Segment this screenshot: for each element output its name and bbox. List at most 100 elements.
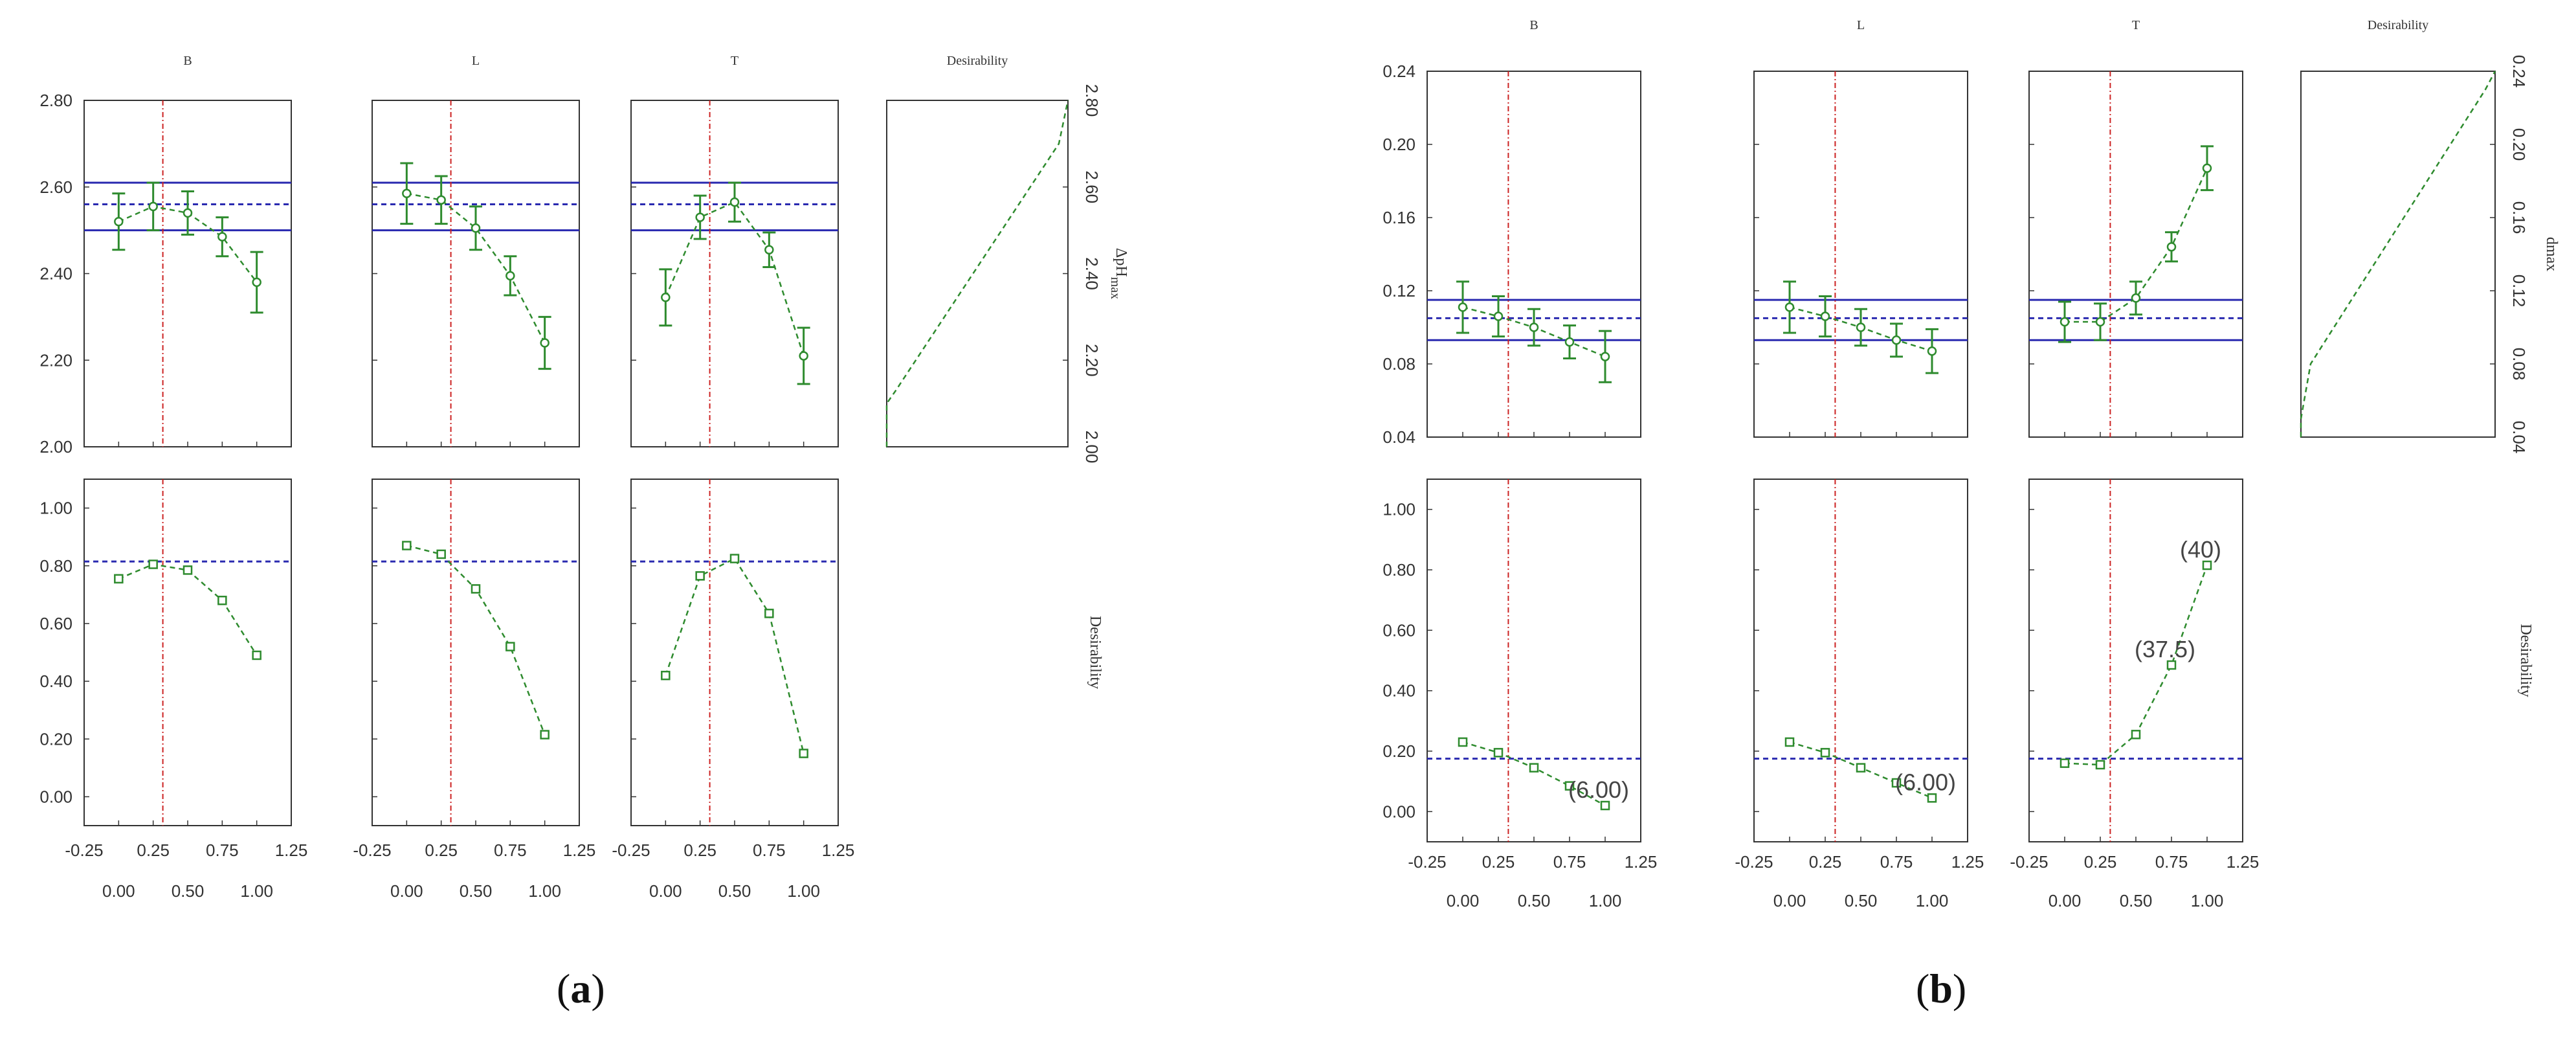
desirability-profile-curve <box>885 100 1069 447</box>
desirability-point <box>1529 763 1539 773</box>
x-tick-label: 0.25 <box>683 841 716 860</box>
desirability-point <box>505 642 515 651</box>
x-tick-label: 1.00 <box>2191 891 2224 910</box>
x-tick-label: 0.00 <box>1447 891 1480 910</box>
data-point <box>1856 322 1866 332</box>
response-curve-T <box>665 201 805 356</box>
y-tick-label: 1.00 <box>39 499 72 518</box>
x-tick-label: 0.25 <box>2084 852 2117 872</box>
desirability-point <box>2095 760 2105 770</box>
annotation-label: (40) <box>2180 536 2221 563</box>
desirability-curve-B <box>118 563 258 656</box>
y-tick-label: 0.04 <box>1382 427 1416 447</box>
data-point <box>1493 311 1504 321</box>
x-tick-label: -0.25 <box>612 841 650 860</box>
desirability-frame-T <box>630 479 839 826</box>
x-tick-label: 0.50 <box>1518 891 1551 910</box>
data-point <box>1891 335 1902 345</box>
x-tick-label: 0.75 <box>1553 852 1586 872</box>
desirability-point <box>114 574 124 584</box>
desirability-point <box>661 670 671 681</box>
desirability-point <box>2060 758 2070 768</box>
x-tick-label: 0.75 <box>1880 852 1913 872</box>
desirability-curve-T <box>665 557 805 754</box>
x-tick-label: -0.25 <box>353 841 391 860</box>
desirability-profile-curve <box>2300 71 2496 437</box>
desirability-profile-frame <box>2300 71 2496 438</box>
desirability-point <box>148 559 158 569</box>
desirability-point <box>436 549 446 559</box>
x-tick-label: 0.25 <box>425 841 458 860</box>
x-tick-label: 0.50 <box>172 881 205 901</box>
column-title-b: B <box>183 54 192 68</box>
data-point <box>2202 163 2212 173</box>
y-tick-label: 0.40 <box>1382 681 1416 701</box>
data-point <box>661 293 671 302</box>
data-point <box>1600 352 1610 361</box>
desirability-point <box>1856 763 1866 773</box>
y-tick-label: 2.20 <box>39 350 72 370</box>
data-point <box>2166 242 2177 252</box>
annotation-label: (37.5) <box>2135 636 2195 662</box>
x-tick-label: 1.00 <box>1916 891 1949 910</box>
data-point <box>436 195 446 205</box>
data-point <box>471 223 481 233</box>
y-tick-label: 0.60 <box>1382 620 1416 640</box>
data-point <box>114 217 124 227</box>
x-tick-label: 0.00 <box>649 881 682 901</box>
annotation-label: (6.00) <box>1895 769 1956 795</box>
x-tick-label: 1.00 <box>787 881 820 901</box>
x-tick-label: -0.25 <box>1735 852 1773 872</box>
caption-b: (b) <box>1916 965 1967 1011</box>
panel-frame-T <box>630 100 839 447</box>
x-tick-label: -0.25 <box>2010 852 2048 872</box>
column-title-t: T <box>2132 18 2140 32</box>
data-point <box>729 197 740 207</box>
panel-frame-L <box>372 100 580 447</box>
x-tick-label: 0.75 <box>206 841 239 860</box>
right-y-tick-label: 0.04 <box>2509 421 2529 454</box>
data-point <box>1784 302 1795 312</box>
y-tick-label: 0.20 <box>1382 741 1416 761</box>
right-y-tick-label: 0.24 <box>2509 55 2529 88</box>
x-tick-label: 1.25 <box>1625 852 1658 872</box>
data-point <box>1529 322 1539 332</box>
x-tick-label: 0.75 <box>2155 852 2188 872</box>
panel-frame-B <box>83 100 292 447</box>
desirability-curve-L <box>406 545 546 736</box>
figure-a: B L T Desirability -0.25 0.25 0.75 1.25 0.00 0.50… <box>39 54 1129 901</box>
x-tick-label: 0.50 <box>1845 891 1878 910</box>
x-tick-label: 0.25 <box>137 841 170 860</box>
desirability-point <box>729 554 740 563</box>
desirability-point <box>252 650 261 660</box>
x-tick-label: 0.50 <box>2120 891 2153 910</box>
right-y-tick-label: 2.20 <box>1082 344 1102 377</box>
desirability-point <box>764 609 774 618</box>
panel-frame-L <box>1753 71 1968 438</box>
right-y-tick-label: 0.12 <box>2509 275 2529 308</box>
y-tick-label: 0.00 <box>39 787 72 806</box>
column-title-desirability: Desirability <box>947 54 1008 68</box>
data-point <box>252 277 261 288</box>
y-tick-label: 0.12 <box>1382 281 1416 300</box>
data-point <box>505 271 515 281</box>
x-tick-label: 1.00 <box>528 881 561 901</box>
desirability-point <box>1600 800 1610 811</box>
x-tick-label: 0.50 <box>460 881 493 901</box>
y-tick-label: 0.00 <box>1382 802 1416 821</box>
data-point <box>764 245 774 254</box>
data-point <box>695 212 705 222</box>
y-tick-label: 0.80 <box>39 556 72 576</box>
x-tick-label: 1.00 <box>240 881 273 901</box>
y-tick-label: 2.00 <box>39 437 72 457</box>
y-tick-label: 0.60 <box>39 614 72 633</box>
desirability-point <box>2202 560 2212 570</box>
desirability-point <box>402 541 412 550</box>
y-tick-label: 0.20 <box>1382 135 1416 154</box>
desirability-point <box>2166 660 2177 670</box>
right-y-tick-label: 2.00 <box>1082 431 1102 464</box>
right-y-tick-label: 0.08 <box>2509 348 2529 381</box>
data-point <box>217 232 227 242</box>
